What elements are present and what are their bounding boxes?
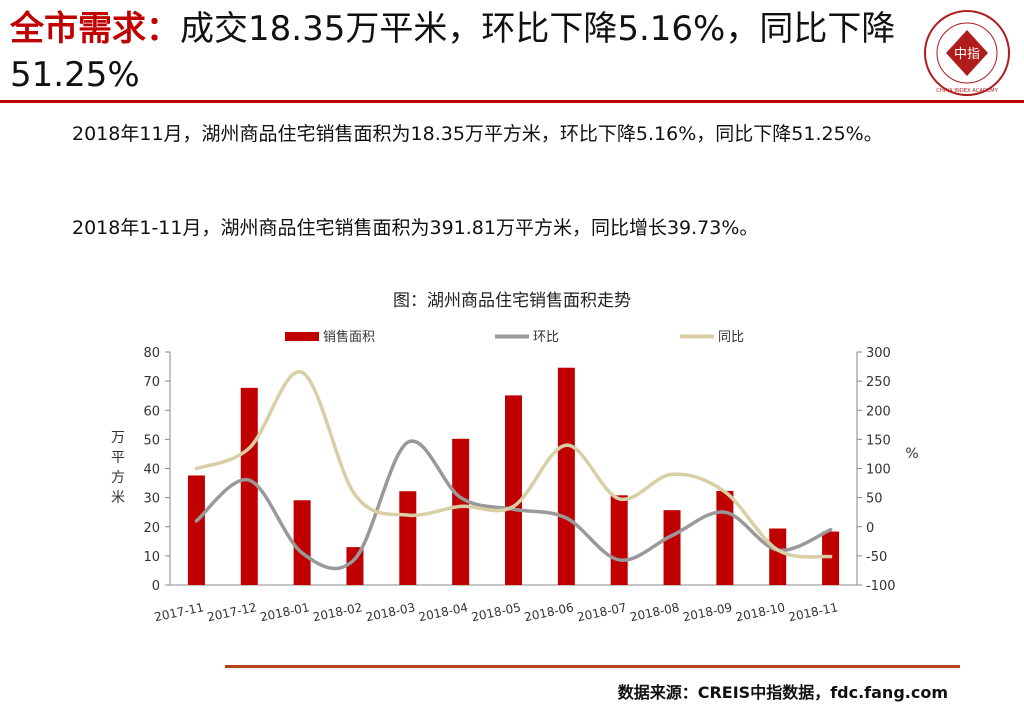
- bar-sales-area: [452, 438, 470, 585]
- legend-sales-area-label: 销售面积: [323, 329, 375, 345]
- logo-caption: CHINA INDEX ACADEMY: [936, 88, 998, 94]
- y-tick-label-left: 70: [143, 375, 160, 390]
- y-tick-label-right: 250: [866, 375, 891, 390]
- y-tick-label-right: -50: [866, 550, 887, 565]
- bar-sales-area: [293, 500, 311, 585]
- logo-mark-text: 中指: [954, 47, 980, 62]
- page-title-text: 成交18.35万平米，环比下降5.16%，同比下降51.25%: [10, 9, 896, 95]
- page-title-highlight: 全市需求：: [10, 9, 180, 49]
- paragraph-monthly: 2018年11月，湖州商品住宅销售面积为18.35万平方米，环比下降5.16%，…: [72, 123, 883, 145]
- y-tick-label-right: 100: [866, 463, 891, 478]
- y-tick-label-left: 20: [143, 521, 160, 536]
- x-tick-label: 2017-11: [153, 600, 205, 624]
- bar-sales-area: [716, 490, 734, 585]
- x-tick-label: 2018-10: [734, 600, 786, 624]
- y-axis-label-right: %: [905, 446, 918, 462]
- y-tick-label-right: 300: [866, 346, 891, 361]
- x-tick-label: 2018-03: [364, 600, 416, 624]
- source-note: 数据来源：CREIS中指数据，fdc.fang.com: [617, 683, 948, 702]
- y-tick-label-right: -100: [866, 579, 896, 594]
- y-tick-label-left: 60: [143, 404, 160, 419]
- y-axis-label-char: 平: [111, 450, 125, 466]
- x-tick-label: 2018-09: [682, 600, 734, 624]
- footer-divider: [225, 665, 960, 668]
- x-tick-label: 2018-06: [523, 600, 575, 624]
- chart-title: 图：湖州商品住宅销售面积走势: [393, 291, 631, 311]
- x-tick-label: 2018-04: [417, 600, 469, 624]
- bar-sales-area: [399, 491, 417, 585]
- y-tick-label-right: 150: [866, 433, 891, 448]
- bar-sales-area: [769, 528, 787, 585]
- page-title: 全市需求：成交18.35万平米，环比下降5.16%，同比下降51.25%: [10, 6, 910, 98]
- x-tick-label: 2018-08: [629, 600, 681, 624]
- bar-sales-area: [240, 387, 258, 585]
- y-tick-label-right: 50: [866, 492, 883, 507]
- line-mom: [194, 439, 833, 571]
- y-axis-label-char: 万: [111, 430, 125, 446]
- y-axis-label-char: 米: [111, 490, 125, 506]
- paragraph-ytd: 2018年1-11月，湖州商品住宅销售面积为391.81万平方米，同比增长39.…: [72, 217, 759, 239]
- y-tick-label-left: 80: [143, 346, 160, 361]
- x-tick-label: 2018-01: [259, 600, 311, 624]
- y-tick-label-right: 200: [866, 404, 891, 419]
- bar-sales-area: [346, 547, 364, 585]
- x-tick-label: 2018-07: [576, 600, 628, 624]
- y-tick-label-left: 50: [143, 433, 160, 448]
- x-tick-label: 2017-12: [206, 600, 258, 624]
- y-tick-label-left: 30: [143, 492, 160, 507]
- bar-sales-area: [505, 395, 522, 585]
- legend-sales-area-swatch: [285, 332, 319, 341]
- bar-sales-area: [557, 367, 575, 585]
- y-tick-label-left: 0: [152, 579, 160, 594]
- x-tick-label: 2018-02: [312, 600, 364, 624]
- y-tick-label-right: 0: [866, 521, 874, 536]
- x-tick-label: 2018-11: [787, 600, 839, 624]
- legend-yoy-label: 同比: [718, 330, 744, 345]
- line-yoy: [194, 370, 833, 559]
- bar-sales-area: [663, 510, 681, 585]
- bar-sales-area: [610, 495, 628, 585]
- china-index-academy-logo: 中指 CHINA INDEX ACADEMY: [924, 10, 1010, 96]
- header-divider: [0, 100, 1024, 103]
- bar-sales-area: [187, 475, 205, 585]
- y-tick-label-left: 40: [143, 463, 160, 478]
- sales-area-chart: 0 10 20 30 40 50 60 70 80 -100 -50 0 50 100 150 200 250 3…: [111, 329, 919, 624]
- legend-mom-label: 环比: [533, 330, 559, 345]
- y-axis-label-char: 方: [111, 470, 125, 486]
- x-tick-label: 2018-05: [470, 600, 522, 624]
- y-tick-label-left: 10: [143, 550, 160, 565]
